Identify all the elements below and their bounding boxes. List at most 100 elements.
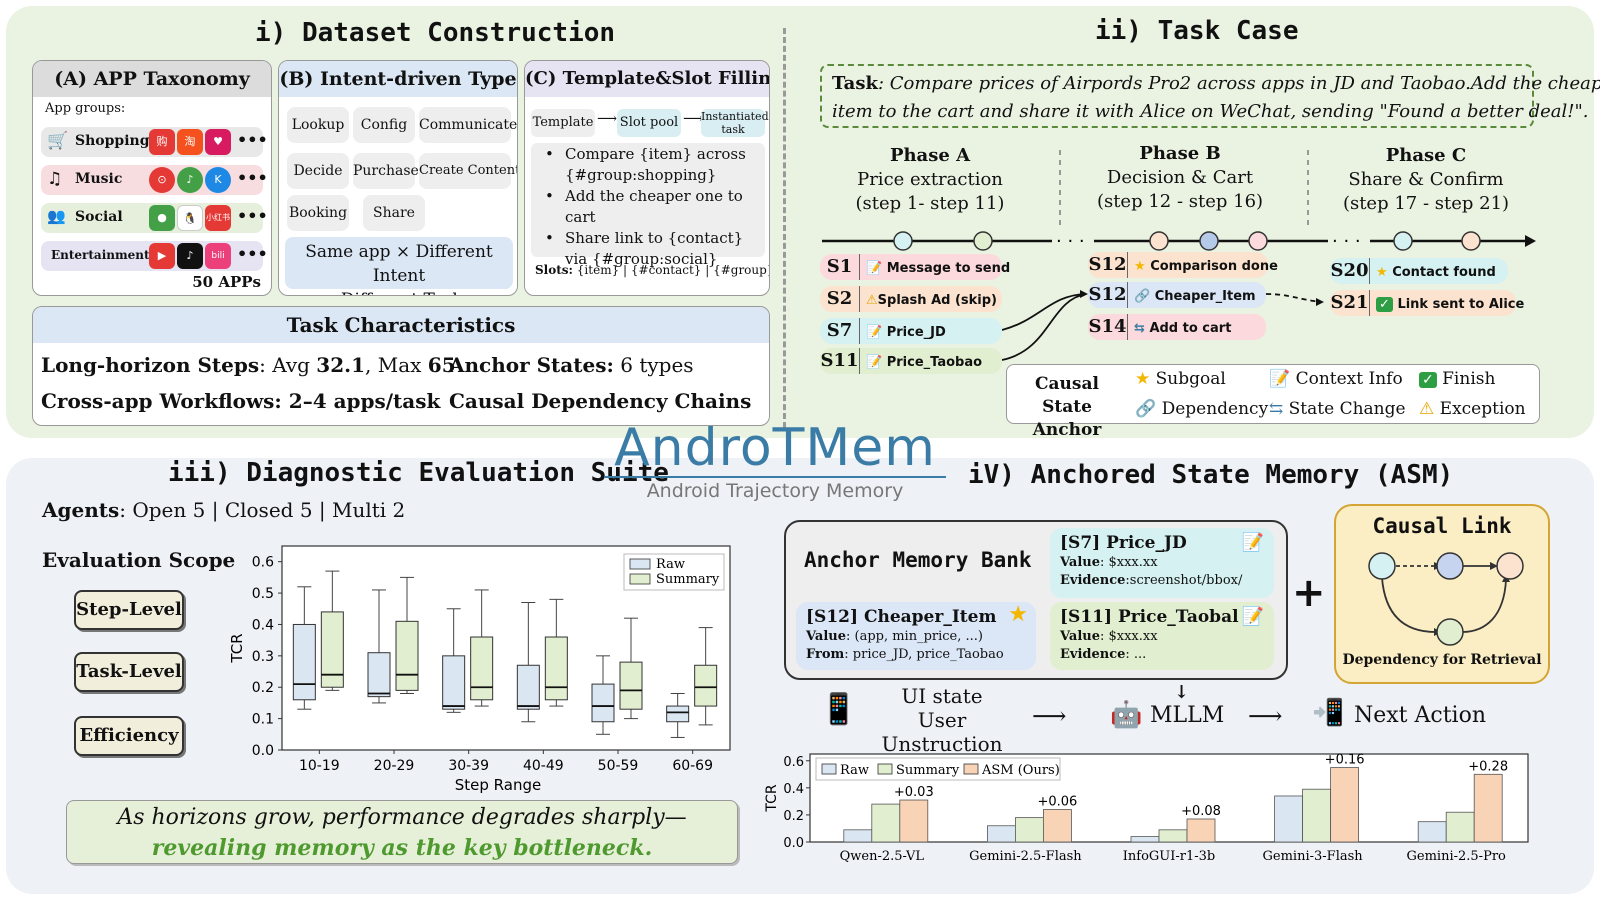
intent-chip[interactable]: Share — [363, 195, 425, 231]
memory-card-s12[interactable]: [S12] Cheaper_Item Value: (app, min_pric… — [796, 602, 1036, 670]
step-s20[interactable]: S20 ★ Contact found — [1330, 258, 1508, 284]
app-icon: 淘 — [177, 129, 203, 155]
bar — [1417, 821, 1447, 843]
efficiency-button[interactable]: Efficiency — [74, 716, 184, 756]
causal-edge — [1381, 577, 1437, 633]
intent-note-line: Same app × Different Intent — [305, 242, 493, 286]
group-shopping[interactable]: 🛒 Shopping 购 淘 ♥ ••• — [41, 127, 268, 157]
x-tick-label: 50-59 — [598, 758, 639, 774]
bar-annotation: +0.08 — [1181, 804, 1221, 819]
bullet-text: Compare {item} across {#group:shopping} — [565, 145, 746, 184]
phase-c: Phase C Share & Confirm (step 17 - step … — [1326, 144, 1526, 216]
bullet-item: • Add the cheaper one to cart — [545, 187, 743, 226]
y-axis-label: TCR — [228, 633, 246, 663]
phase-b: Phase B Decision & Cart (step 12 - step … — [1080, 142, 1280, 214]
group-label: Social — [75, 209, 123, 225]
y-tick-label: 0.0 — [783, 836, 804, 851]
legend-box — [815, 757, 1061, 781]
step-s7[interactable]: S7 📝 Price_JD — [820, 318, 1002, 344]
group-entertainment[interactable]: Entertainment ▶ ♪ bili ••• — [41, 241, 268, 271]
app-icon: ⊙ — [149, 167, 175, 193]
step-text: Comparison done — [1150, 259, 1278, 274]
phone-icon: 📱 — [820, 692, 858, 727]
step-s21[interactable]: S21 ✓ Link sent to Alice — [1330, 290, 1524, 316]
legend-label: Subgoal — [1155, 369, 1226, 389]
legend-swatch — [629, 573, 651, 585]
intent-chip[interactable]: Lookup — [287, 107, 349, 143]
app-icon: 🐧 — [177, 205, 203, 231]
box — [470, 636, 494, 701]
task-line: Task: Compare prices of Airpords Pro2 ac… — [832, 70, 1600, 98]
y-tick-label: 0.2 — [252, 680, 274, 696]
step-s11[interactable]: S11 📝 Price_Taobao — [820, 348, 1002, 374]
step-text: Price_Taobao — [886, 355, 983, 370]
long-horizon-line: Long-horizon Steps: Avg 32.1, Max 65 — [41, 353, 456, 377]
x-tick-label: 20-29 — [374, 758, 415, 774]
legend-swatch — [821, 763, 837, 775]
y-axis-label: TCR — [764, 784, 780, 813]
app-icon: ♪ — [177, 167, 203, 193]
ui-state-label: UI state — [901, 684, 983, 708]
step-s12-cheaper[interactable]: S12 🔗 Cheaper_Item — [1088, 282, 1266, 308]
template-header: (C) Template&Slot Filling — [525, 61, 769, 97]
state-change-icon: ⇆ — [1134, 321, 1145, 336]
task-level-button[interactable]: Task-Level — [74, 652, 184, 692]
intent-note-line: ⇒Different Tasks — [285, 288, 513, 295]
step-s2[interactable]: S2 ⚠Splash Ad (skip) — [820, 286, 1002, 312]
taxonomy-header: (A) APP Taxonomy — [33, 61, 271, 97]
intent-chip[interactable]: Decide — [287, 153, 349, 189]
intent-chip[interactable]: Create Content — [419, 153, 517, 189]
step-s12-comparison[interactable]: S12 ★ Comparison done — [1088, 252, 1278, 278]
timeline-arrowhead — [1525, 235, 1536, 247]
phase-a: Phase A Price extraction (step 1- step 1… — [830, 144, 1030, 216]
section-divider — [783, 28, 786, 428]
app-icon: 小红书 — [205, 205, 231, 231]
legend-label: Context Info — [1295, 369, 1403, 389]
step-text: Link sent to Alice — [1397, 297, 1525, 312]
step-level-button[interactable]: Step-Level — [74, 590, 184, 630]
group-social[interactable]: 👥 Social ● 🐧 小红书 ••• — [41, 203, 268, 233]
box — [591, 683, 615, 723]
step-s14[interactable]: S14 ⇆ Add to cart — [1088, 314, 1266, 340]
card-value: : $xxx.xx — [1099, 555, 1158, 570]
y-tick-label: 0.4 — [252, 617, 274, 633]
agents-line: Agents: Open 5 | Closed 5 | Multi 2 — [42, 498, 405, 522]
more-dots: ••• — [237, 244, 268, 263]
box — [320, 611, 344, 688]
card-title: [S11] Price_Taobal — [1060, 607, 1239, 627]
more-dots: ••• — [237, 168, 268, 187]
group-music[interactable]: ♫ Music ⊙ ♪ K ••• — [41, 165, 268, 195]
box — [292, 623, 316, 701]
card-key: Evidence — [1060, 647, 1126, 662]
tap-icon: 📲 — [1312, 698, 1345, 728]
template-bullets: • Compare {item} across {#group:shopping}… — [531, 143, 765, 268]
arrowhead — [1080, 290, 1088, 298]
card-key: Value — [1060, 555, 1100, 570]
app-icon: ♪ — [177, 243, 203, 269]
y-tick-label: 0.0 — [252, 743, 274, 759]
intent-chip[interactable]: Purchase — [353, 153, 419, 189]
memory-card-s11[interactable]: [S11] Price_Taobal Value: $xxx.xx Eviden… — [1050, 602, 1274, 670]
intent-chip[interactable]: Communicate — [419, 107, 517, 143]
intent-chip[interactable]: Booking — [287, 195, 349, 231]
asm-title: iV) Anchored State Memory (ASM) — [968, 460, 1454, 490]
bar — [1330, 767, 1359, 843]
mllm-label: MLLM — [1150, 703, 1225, 728]
task-case-title: ii) Task Case — [1095, 16, 1299, 46]
x-tick-label: 10-19 — [299, 758, 340, 774]
intent-chip[interactable]: Config — [353, 107, 415, 143]
timeline-node — [1248, 231, 1268, 251]
x-tick-label: Gemini-2.5-Flash — [969, 849, 1082, 864]
card-value: : $xxx.xx — [1099, 629, 1158, 644]
link-icon: 🔗 — [1135, 399, 1157, 419]
dependency-arrow — [1001, 293, 1087, 361]
legend-state-change: ⇆ State Change — [1269, 399, 1406, 419]
step-s1[interactable]: S1 📝 Message to send — [820, 254, 1010, 280]
card-value: : price_JD, price_Taobao — [844, 647, 1004, 662]
causal-node — [1368, 552, 1396, 580]
long-label: Long-horizon Steps — [41, 353, 260, 377]
bar — [1473, 773, 1503, 843]
memory-card-s7[interactable]: [S7] Price_JD Value: $xxx.xx Evidence:sc… — [1050, 528, 1274, 598]
app-icon: K — [205, 167, 231, 193]
